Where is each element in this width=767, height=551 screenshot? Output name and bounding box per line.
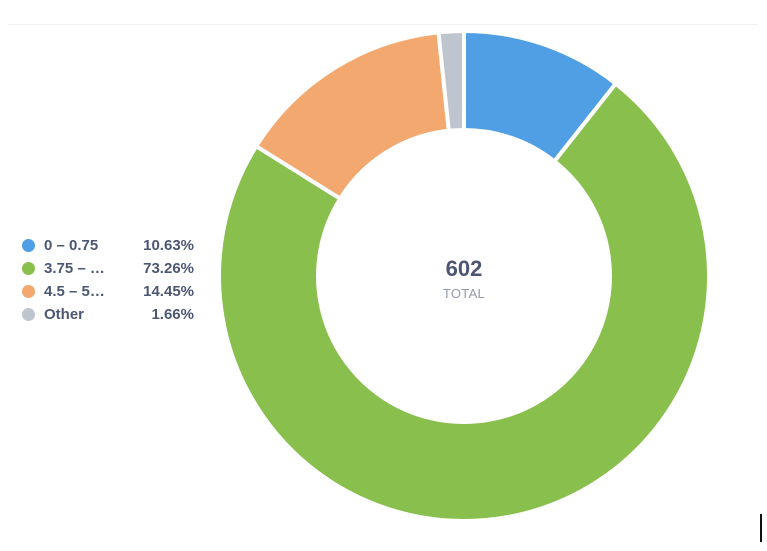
total-value: 602 xyxy=(445,256,483,281)
legend-percent: 73.26% xyxy=(143,260,194,277)
legend-item-3[interactable]: Other 1.66% xyxy=(22,303,200,326)
legend-label: 0 – 0.75 xyxy=(44,237,99,254)
legend-dot xyxy=(22,308,35,321)
legend-percent: 10.63% xyxy=(143,237,194,254)
legend: 0 – 0.75 10.63% 3.75 – … 73.26% 4.5 – 5…… xyxy=(22,234,200,326)
donut-svg xyxy=(217,29,711,523)
legend-label: 3.75 – … xyxy=(44,260,105,277)
legend-percent: 14.45% xyxy=(143,283,194,300)
legend-label: 4.5 – 5… xyxy=(44,283,105,300)
donut-chart xyxy=(214,26,714,526)
legend-item-0[interactable]: 0 – 0.75 10.63% xyxy=(22,234,200,257)
text-cursor xyxy=(760,514,762,542)
donut-slice-1[interactable] xyxy=(217,81,711,523)
slice-group xyxy=(217,29,711,523)
legend-percent: 1.66% xyxy=(151,306,194,323)
legend-dot xyxy=(22,239,35,252)
total-label: TOTAL xyxy=(442,286,486,301)
donut-slice-3[interactable] xyxy=(436,29,466,133)
legend-item-1[interactable]: 3.75 – … 73.26% xyxy=(22,257,200,280)
legend-item-2[interactable]: 4.5 – 5… 14.45% xyxy=(22,280,200,303)
legend-dot xyxy=(22,285,35,298)
top-divider xyxy=(8,24,758,25)
legend-dot xyxy=(22,262,35,275)
legend-label: Other xyxy=(44,306,85,323)
